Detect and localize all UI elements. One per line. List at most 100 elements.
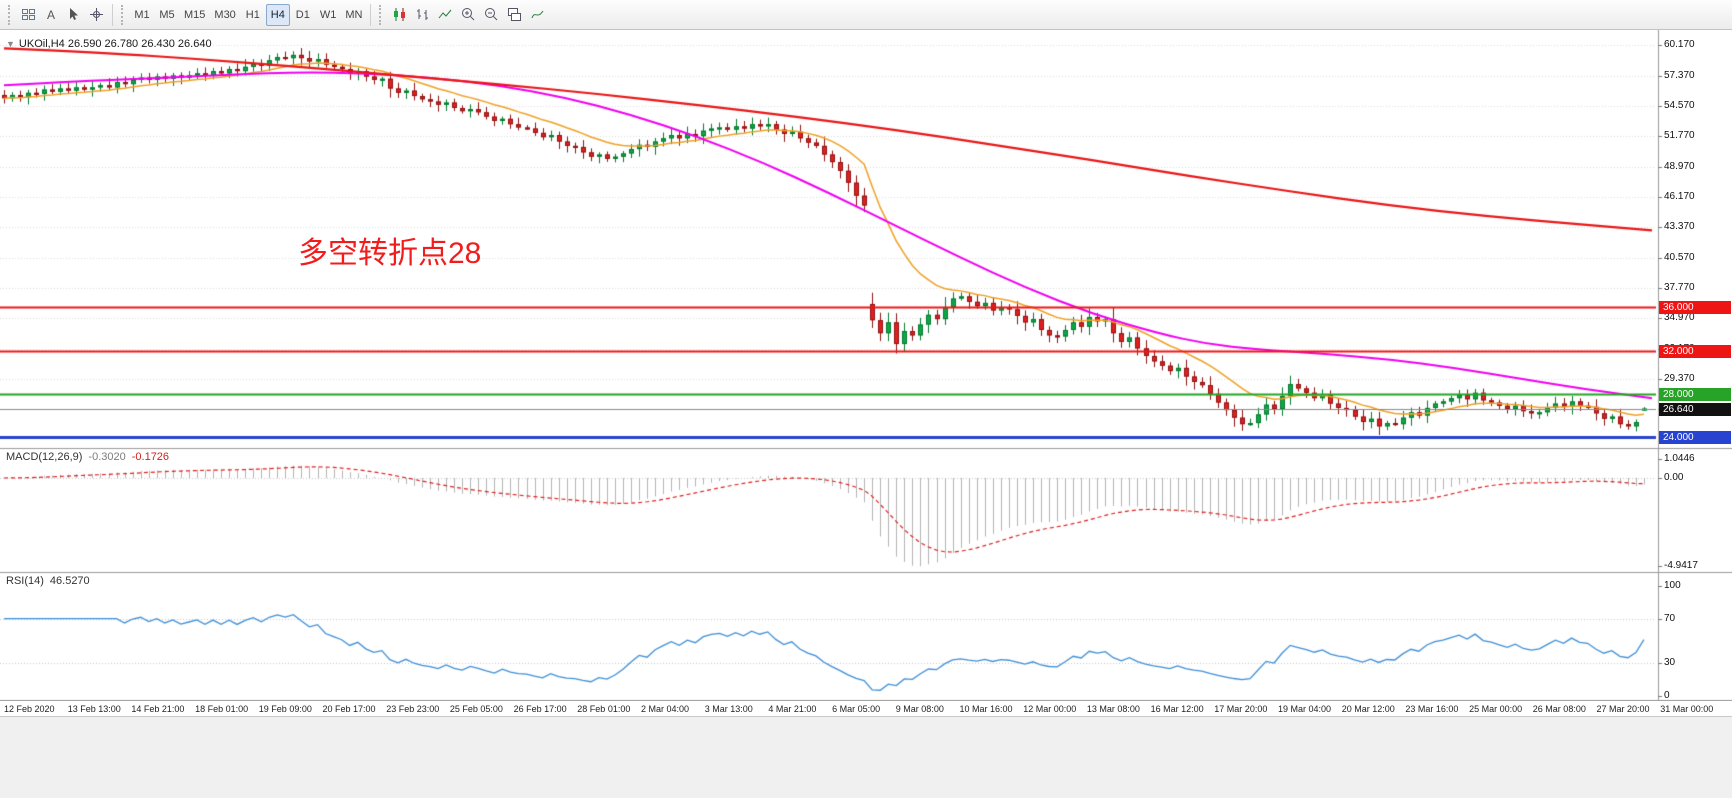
rsi-value-label: 46.5270 [49, 575, 90, 587]
time-tick-label: 3 Mar 13:00 [704, 704, 753, 714]
time-tick-label: 12 Mar 00:00 [1023, 704, 1077, 714]
chart-canvas[interactable] [0, 30, 1732, 701]
macd-tick-label: 0.00 [1664, 472, 1684, 483]
timeframe-button-m15[interactable]: M15 [184, 8, 206, 21]
time-tick-label: 27 Mar 20:00 [1596, 704, 1650, 714]
rsi-tick-label: 70 [1664, 613, 1676, 624]
line-chart-icon [439, 9, 452, 19]
trend-annotation-text[interactable]: 多空转折点28 [298, 237, 482, 270]
price-tick-label: 57.370 [1664, 70, 1695, 81]
price-tick-label: 51.770 [1664, 130, 1695, 141]
macd-tick-label: -4.9417 [1664, 560, 1698, 571]
price-level-badge: 36.000 [1659, 301, 1731, 314]
timeframe-button-d1[interactable]: D1 [295, 8, 310, 21]
toolbar-separator [370, 3, 372, 26]
timeframe-button-m30[interactable]: M30 [214, 8, 236, 21]
timeframe-button-m1[interactable]: M1 [134, 8, 150, 21]
time-tick-label: 23 Mar 16:00 [1405, 704, 1459, 714]
macd-signal-value-label: -0.1726 [131, 451, 170, 463]
time-tick-label: 12 Feb 2020 [4, 704, 55, 714]
rsi-tick-label: 0 [1664, 690, 1670, 701]
time-tick-label: 16 Mar 12:00 [1150, 704, 1204, 714]
timeframe-button-h1[interactable]: H1 [245, 8, 260, 21]
time-tick-label: 13 Mar 08:00 [1086, 704, 1140, 714]
price-tick-label: 29.370 [1664, 373, 1695, 384]
candlestick-chart-button[interactable] [388, 4, 411, 26]
price-level-badge: 28.000 [1659, 388, 1731, 401]
time-tick-label: 31 Mar 00:00 [1660, 704, 1714, 714]
time-tick-label: 26 Mar 08:00 [1532, 704, 1586, 714]
tile-windows-icon [508, 8, 522, 21]
rsi-tick-label: 30 [1664, 657, 1676, 668]
timeframe-button-w1[interactable]: W1 [319, 8, 337, 21]
price-tick-label: 48.970 [1664, 161, 1695, 172]
text-tool-button[interactable]: A [46, 7, 55, 22]
time-tick-label: 25 Feb 05:00 [449, 704, 503, 714]
timeframe-button-mn[interactable]: MN [345, 8, 363, 21]
time-tick-label: 19 Feb 09:00 [258, 704, 312, 714]
bar-chart-icon [417, 9, 429, 20]
one-click-trading-arrow[interactable]: ▼ [6, 39, 15, 49]
time-tick-label: 19 Mar 04:00 [1278, 704, 1332, 714]
macd-tick-label: 1.0446 [1664, 453, 1695, 464]
time-tick-label: 9 Mar 08:00 [895, 704, 944, 714]
timeframe-button-m5[interactable]: M5 [159, 8, 175, 21]
tile-windows-button[interactable] [503, 4, 526, 26]
price-tick-label: 40.570 [1664, 252, 1695, 263]
macd-indicator-header: MACD(12,26,9) -0.3020 -0.1726 [6, 451, 169, 463]
cursor-icon [70, 8, 78, 20]
time-tick-label: 20 Mar 12:00 [1341, 704, 1395, 714]
indicators-icon [531, 10, 544, 19]
zoom-out-icon [485, 8, 498, 21]
time-tick-label: 14 Feb 21:00 [131, 704, 185, 714]
rsi-tick-label: 100 [1664, 580, 1681, 591]
time-tick-label: 25 Mar 00:00 [1469, 704, 1523, 714]
line-chart-button[interactable] [434, 4, 457, 26]
time-tick-label: 4 Mar 21:00 [768, 704, 817, 714]
crosshair-tool-button[interactable] [85, 4, 108, 26]
rsi-name-label: RSI(14) [6, 575, 44, 587]
toolbar-grip [379, 4, 384, 25]
price-tick-label: 54.570 [1664, 100, 1695, 111]
time-tick-label: 13 Feb 13:00 [67, 704, 121, 714]
zoom-out-button[interactable] [480, 4, 503, 26]
symbol-ohlc-label: ▼ UKOil,H4 26.590 26.780 26.430 26.640 [6, 38, 212, 50]
time-tick-label: 17 Mar 20:00 [1214, 704, 1268, 714]
timeframe-button-h4[interactable]: H4 [265, 3, 290, 26]
time-tick-label: 18 Feb 01:00 [195, 704, 249, 714]
toolbar-grip [8, 4, 13, 25]
time-tick-label: 6 Mar 05:00 [832, 704, 881, 714]
crosshair-icon [90, 8, 103, 21]
charts-grid-button[interactable] [17, 4, 40, 26]
candlestick-chart-icon [394, 8, 406, 21]
time-tick-label: 26 Feb 17:00 [513, 704, 567, 714]
toolbar-separator [112, 3, 113, 26]
charts-grid-icon [22, 9, 35, 20]
rsi-indicator-header: RSI(14) 46.5270 [6, 575, 90, 587]
time-tick-label: 2 Mar 04:00 [641, 704, 690, 714]
workspace-area [0, 716, 1732, 798]
zoom-in-button[interactable] [457, 4, 480, 26]
time-tick-label: 20 Feb 17:00 [322, 704, 376, 714]
price-tick-label: 34.970 [1664, 312, 1695, 323]
time-tick-label: 28 Feb 01:00 [577, 704, 631, 714]
time-tick-label: 10 Mar 16:00 [959, 704, 1013, 714]
price-level-badge: 24.000 [1659, 431, 1731, 444]
macd-name-label: MACD(12,26,9) [6, 451, 83, 463]
timeframe-group: M1 M5 M15 M30 H1 H4 D1 W1 MN [130, 3, 366, 26]
price-tick-label: 60.170 [1664, 39, 1695, 50]
zoom-in-icon [462, 8, 475, 21]
bar-chart-button[interactable] [411, 4, 434, 26]
price-tick-label: 43.370 [1664, 221, 1695, 232]
price-tick-label: 46.170 [1664, 191, 1695, 202]
indicators-button[interactable] [526, 4, 549, 26]
macd-value-label: -0.3020 [88, 451, 126, 463]
ohlc-values: 26.590 26.780 26.430 26.640 [67, 38, 212, 50]
price-level-badge: 32.000 [1659, 345, 1731, 358]
cursor-tool-button[interactable] [62, 4, 85, 26]
bid-price-badge: 26.640 [1659, 403, 1731, 416]
time-tick-label: 23 Feb 23:00 [386, 704, 440, 714]
toolbar-grip [121, 4, 126, 25]
toolbar: A M1 M5 M15 M30 H1 H4 D1 W1 MN [0, 0, 1732, 30]
